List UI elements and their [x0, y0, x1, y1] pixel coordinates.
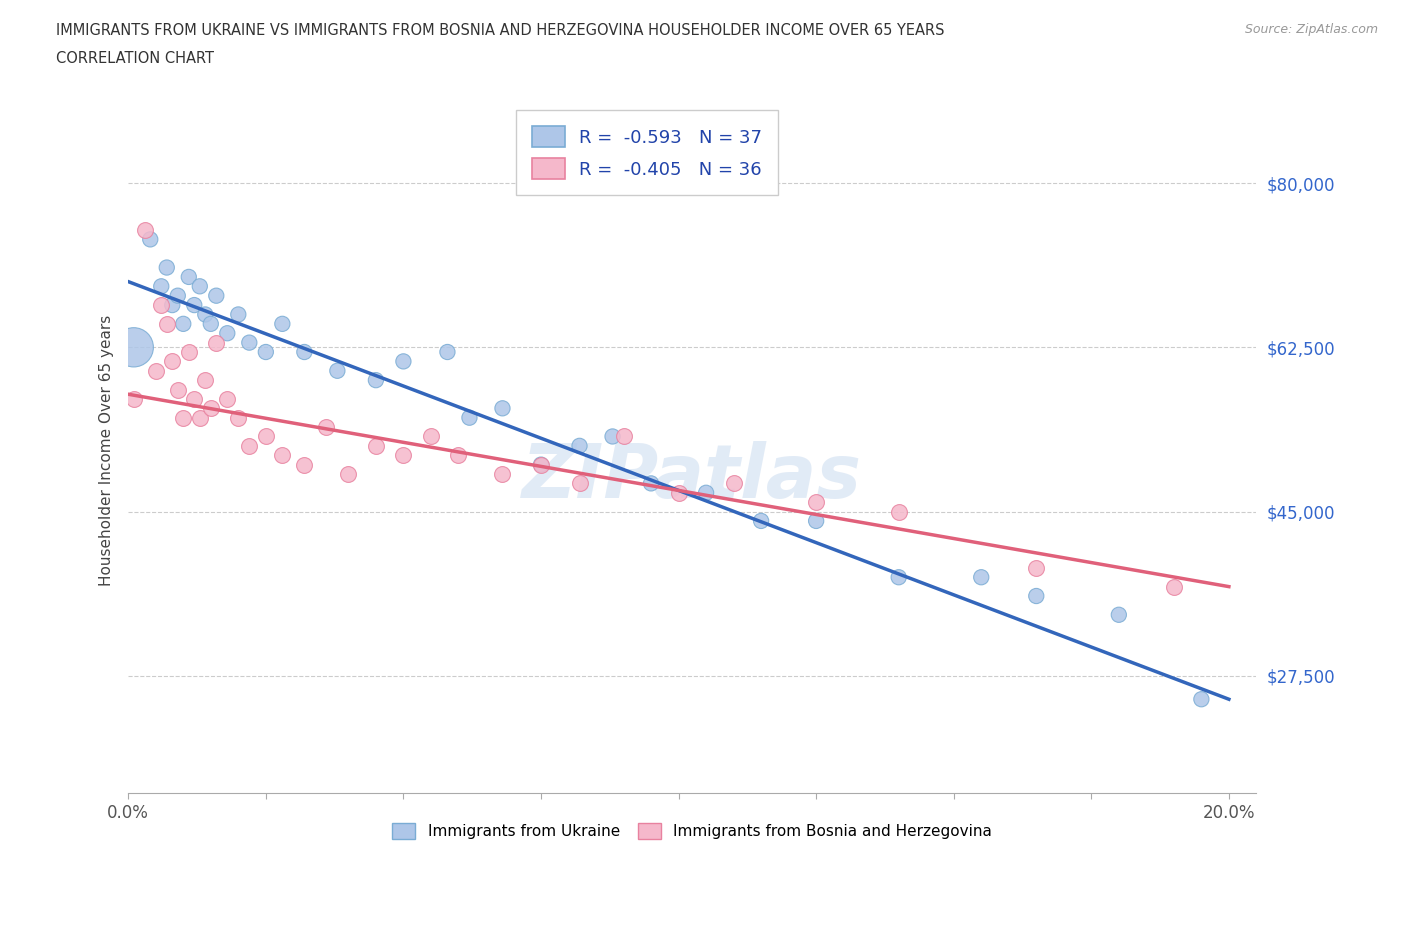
Point — [134, 222, 156, 237]
Point — [695, 485, 717, 500]
Y-axis label: Householder Income Over 65 years: Householder Income Over 65 years — [100, 315, 114, 586]
Point — [271, 316, 294, 331]
Point — [254, 344, 277, 359]
Point — [166, 288, 188, 303]
Legend: Immigrants from Ukraine, Immigrants from Bosnia and Herzegovina: Immigrants from Ukraine, Immigrants from… — [385, 816, 1000, 847]
Point — [188, 279, 211, 294]
Point — [568, 438, 591, 453]
Point — [200, 401, 222, 416]
Point — [150, 298, 173, 312]
Point — [530, 458, 553, 472]
Point — [392, 354, 415, 369]
Point — [194, 307, 217, 322]
Point — [970, 570, 993, 585]
Point — [491, 467, 513, 482]
Point — [419, 429, 441, 444]
Point — [612, 429, 634, 444]
Point — [162, 354, 184, 369]
Point — [887, 570, 910, 585]
Point — [271, 448, 294, 463]
Point — [436, 344, 458, 359]
Point — [172, 410, 194, 425]
Point — [172, 316, 194, 331]
Point — [458, 410, 481, 425]
Point — [640, 476, 662, 491]
Point — [156, 260, 179, 275]
Point — [238, 438, 260, 453]
Point — [292, 344, 315, 359]
Point — [1025, 561, 1047, 576]
Point — [723, 476, 745, 491]
Point — [200, 316, 222, 331]
Point — [568, 476, 591, 491]
Point — [668, 485, 690, 500]
Point — [392, 448, 415, 463]
Point — [749, 513, 772, 528]
Point — [364, 438, 387, 453]
Point — [1025, 589, 1047, 604]
Point — [194, 373, 217, 388]
Text: ZIPatlas: ZIPatlas — [523, 442, 862, 514]
Text: CORRELATION CHART: CORRELATION CHART — [56, 51, 214, 66]
Point — [177, 344, 200, 359]
Point — [254, 429, 277, 444]
Text: Source: ZipAtlas.com: Source: ZipAtlas.com — [1244, 23, 1378, 36]
Point — [226, 307, 249, 322]
Point — [205, 335, 228, 350]
Point — [122, 339, 145, 354]
Point — [183, 392, 205, 406]
Point — [326, 364, 349, 379]
Point — [205, 288, 228, 303]
Point — [226, 410, 249, 425]
Point — [217, 392, 239, 406]
Point — [530, 458, 553, 472]
Point — [122, 392, 145, 406]
Point — [292, 458, 315, 472]
Point — [887, 504, 910, 519]
Point — [804, 495, 827, 510]
Point — [156, 316, 179, 331]
Point — [1189, 692, 1212, 707]
Point — [602, 429, 624, 444]
Point — [364, 373, 387, 388]
Point — [337, 467, 360, 482]
Point — [315, 419, 337, 434]
Point — [183, 298, 205, 312]
Point — [491, 401, 513, 416]
Point — [217, 326, 239, 340]
Point — [162, 298, 184, 312]
Point — [238, 335, 260, 350]
Point — [188, 410, 211, 425]
Point — [1108, 607, 1130, 622]
Point — [166, 382, 188, 397]
Point — [139, 232, 162, 246]
Point — [447, 448, 470, 463]
Point — [145, 364, 167, 379]
Point — [150, 279, 173, 294]
Point — [804, 513, 827, 528]
Point — [177, 270, 200, 285]
Text: IMMIGRANTS FROM UKRAINE VS IMMIGRANTS FROM BOSNIA AND HERZEGOVINA HOUSEHOLDER IN: IMMIGRANTS FROM UKRAINE VS IMMIGRANTS FR… — [56, 23, 945, 38]
Point — [1163, 579, 1185, 594]
